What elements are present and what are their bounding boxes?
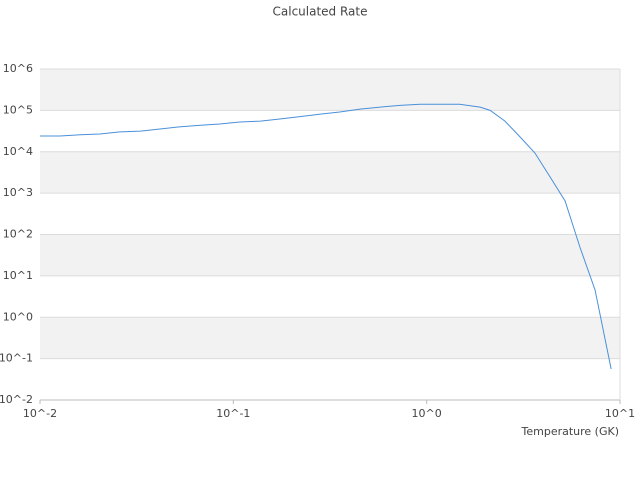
x-tick-label: 10^-2 [23, 407, 57, 420]
series-line [40, 103, 612, 370]
x-tick-label: 10^0 [412, 407, 442, 420]
x-tick-label: 10^-1 [216, 407, 250, 420]
y-tick-label: 10^6 [3, 62, 33, 75]
grid-band [40, 69, 620, 111]
y-tick-label: 10^5 [3, 103, 33, 116]
x-tick-label: 10^1 [605, 407, 635, 420]
x-axis-label: Temperature (GK) [521, 425, 620, 438]
y-tick-label: 10^0 [3, 310, 33, 323]
y-tick-label: 10^3 [3, 186, 33, 199]
grid-band [40, 317, 620, 359]
grid-band [40, 234, 620, 276]
chart-title: Calculated Rate [273, 5, 368, 19]
grid-band [40, 151, 620, 194]
y-tick-label: 10^-1 [0, 352, 33, 365]
y-tick-label: 10^1 [3, 269, 33, 282]
y-tick-label: 10^2 [3, 228, 33, 241]
y-tick-label: 10^-2 [0, 393, 33, 406]
y-tick-label: 10^4 [3, 145, 33, 158]
